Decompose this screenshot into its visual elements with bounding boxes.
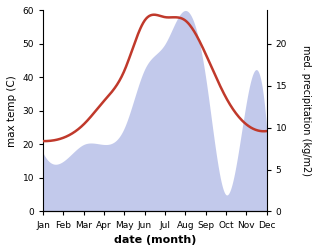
Y-axis label: max temp (C): max temp (C) [7,75,17,147]
X-axis label: date (month): date (month) [114,235,196,245]
Y-axis label: med. precipitation (kg/m2): med. precipitation (kg/m2) [301,45,311,176]
